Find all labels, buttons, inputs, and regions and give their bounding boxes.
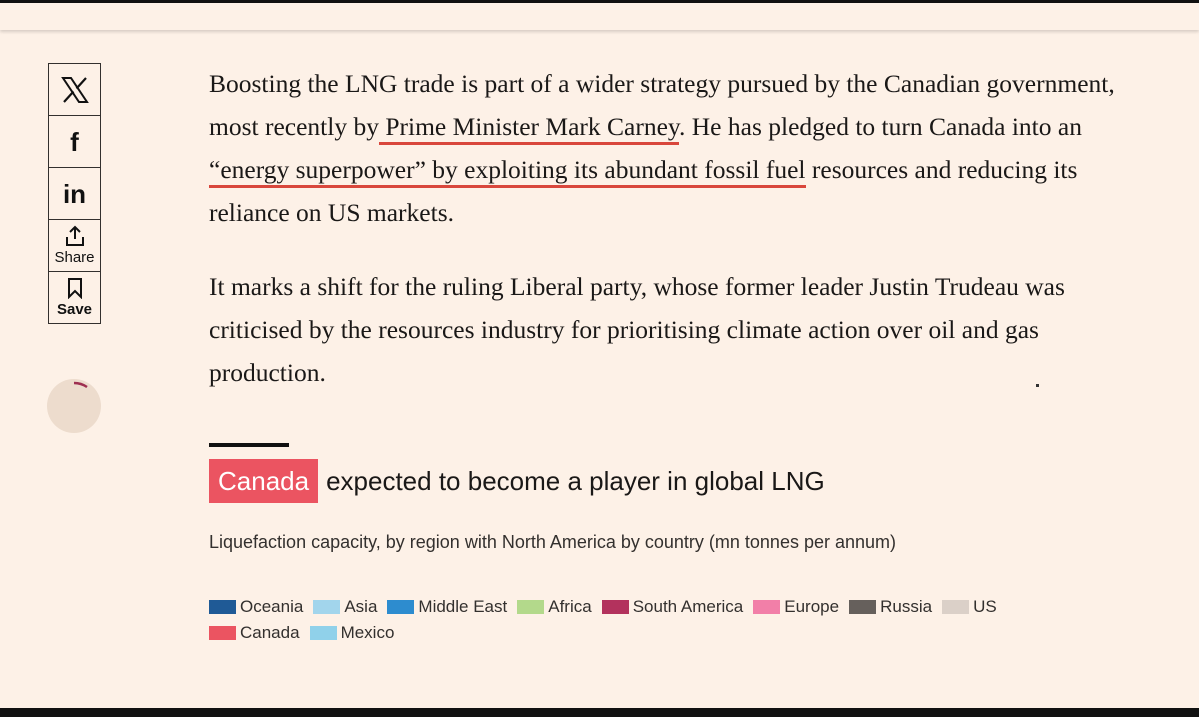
legend-label: Canada (240, 623, 300, 642)
legend-label: Europe (784, 597, 840, 616)
legend-swatch (942, 600, 970, 614)
facebook-icon: f (70, 126, 79, 157)
save-label: Save (56, 301, 93, 318)
link[interactable]: Prime Minister Mark Carney (378, 112, 680, 145)
loading-spinner (47, 379, 101, 433)
legend-item: Middle East (387, 596, 507, 618)
title-text: expected to become a player in global LN… (326, 466, 825, 496)
legend-item: US (942, 596, 997, 618)
legend-swatch (387, 600, 415, 614)
title-highlight: Canada (209, 459, 319, 503)
text: Boosting the LNG trade is part of a wide… (209, 69, 1115, 141)
share-label: Share (54, 249, 95, 266)
bottom-bar (0, 708, 1199, 717)
legend-swatch (209, 600, 236, 614)
paragraph: It marks a shift for the ruling Liberal … (209, 265, 1144, 394)
share-facebook[interactable]: f (48, 115, 101, 168)
legend-item: Europe (753, 596, 839, 618)
text: It marks a shift for the ruling Liberal … (209, 272, 1065, 387)
share-button[interactable]: Share (48, 219, 101, 272)
dot (1036, 384, 1039, 387)
legend-item: South America (601, 596, 744, 618)
x-icon (60, 76, 89, 103)
chart-title: Canada expected to become a player in glo… (209, 459, 825, 503)
header (0, 3, 1199, 30)
legend-item: Canada (209, 622, 300, 644)
legend-swatch (601, 600, 629, 614)
legend-item: Asia (313, 596, 377, 618)
legend: Oceania Asia Middle East Africa South Americ… (209, 596, 1049, 644)
legend-swatch (309, 626, 337, 640)
share-linkedin[interactable]: in (48, 167, 101, 220)
legend-label: US (973, 597, 997, 616)
share-bar: f in Share Save (48, 63, 101, 324)
text: resources and reducing its reliance on U… (209, 155, 1078, 227)
top-bar (0, 0, 1199, 3)
legend-label: Middle East (418, 597, 508, 616)
legend-label: Mexico (340, 623, 395, 642)
legend-item: Mexico (309, 622, 395, 644)
legend-item: Oceania (209, 596, 303, 618)
legend-label: South America (632, 597, 744, 616)
save-button[interactable]: Save (48, 271, 101, 324)
legend-item: Russia (849, 596, 932, 618)
save-icon (67, 278, 82, 299)
legend-item: Africa (517, 596, 592, 618)
legend-swatch (517, 600, 545, 614)
legend-swatch (313, 600, 341, 614)
chart-rule (209, 443, 289, 447)
share-x[interactable] (48, 63, 101, 116)
text: . He has pledged to turn Canada into an (679, 112, 1082, 141)
legend-label: Russia (880, 597, 933, 616)
legend-label: Africa (548, 597, 592, 616)
share-icon (65, 225, 84, 246)
chart-subtitle: Liquefaction capacity, by region with No… (209, 532, 897, 552)
legend-swatch (753, 600, 781, 614)
legend-swatch (849, 600, 877, 614)
legend-label: Asia (344, 597, 378, 616)
legend-swatch (209, 626, 236, 640)
article-body: Boosting the LNG trade is part of a wide… (209, 62, 1144, 425)
paragraph: Boosting the LNG trade is part of a wide… (209, 62, 1144, 234)
link[interactable]: “energy superpower” by exploiting its ab… (209, 155, 806, 188)
linkedin-icon: in (62, 178, 87, 209)
legend-label: Oceania (240, 597, 304, 616)
